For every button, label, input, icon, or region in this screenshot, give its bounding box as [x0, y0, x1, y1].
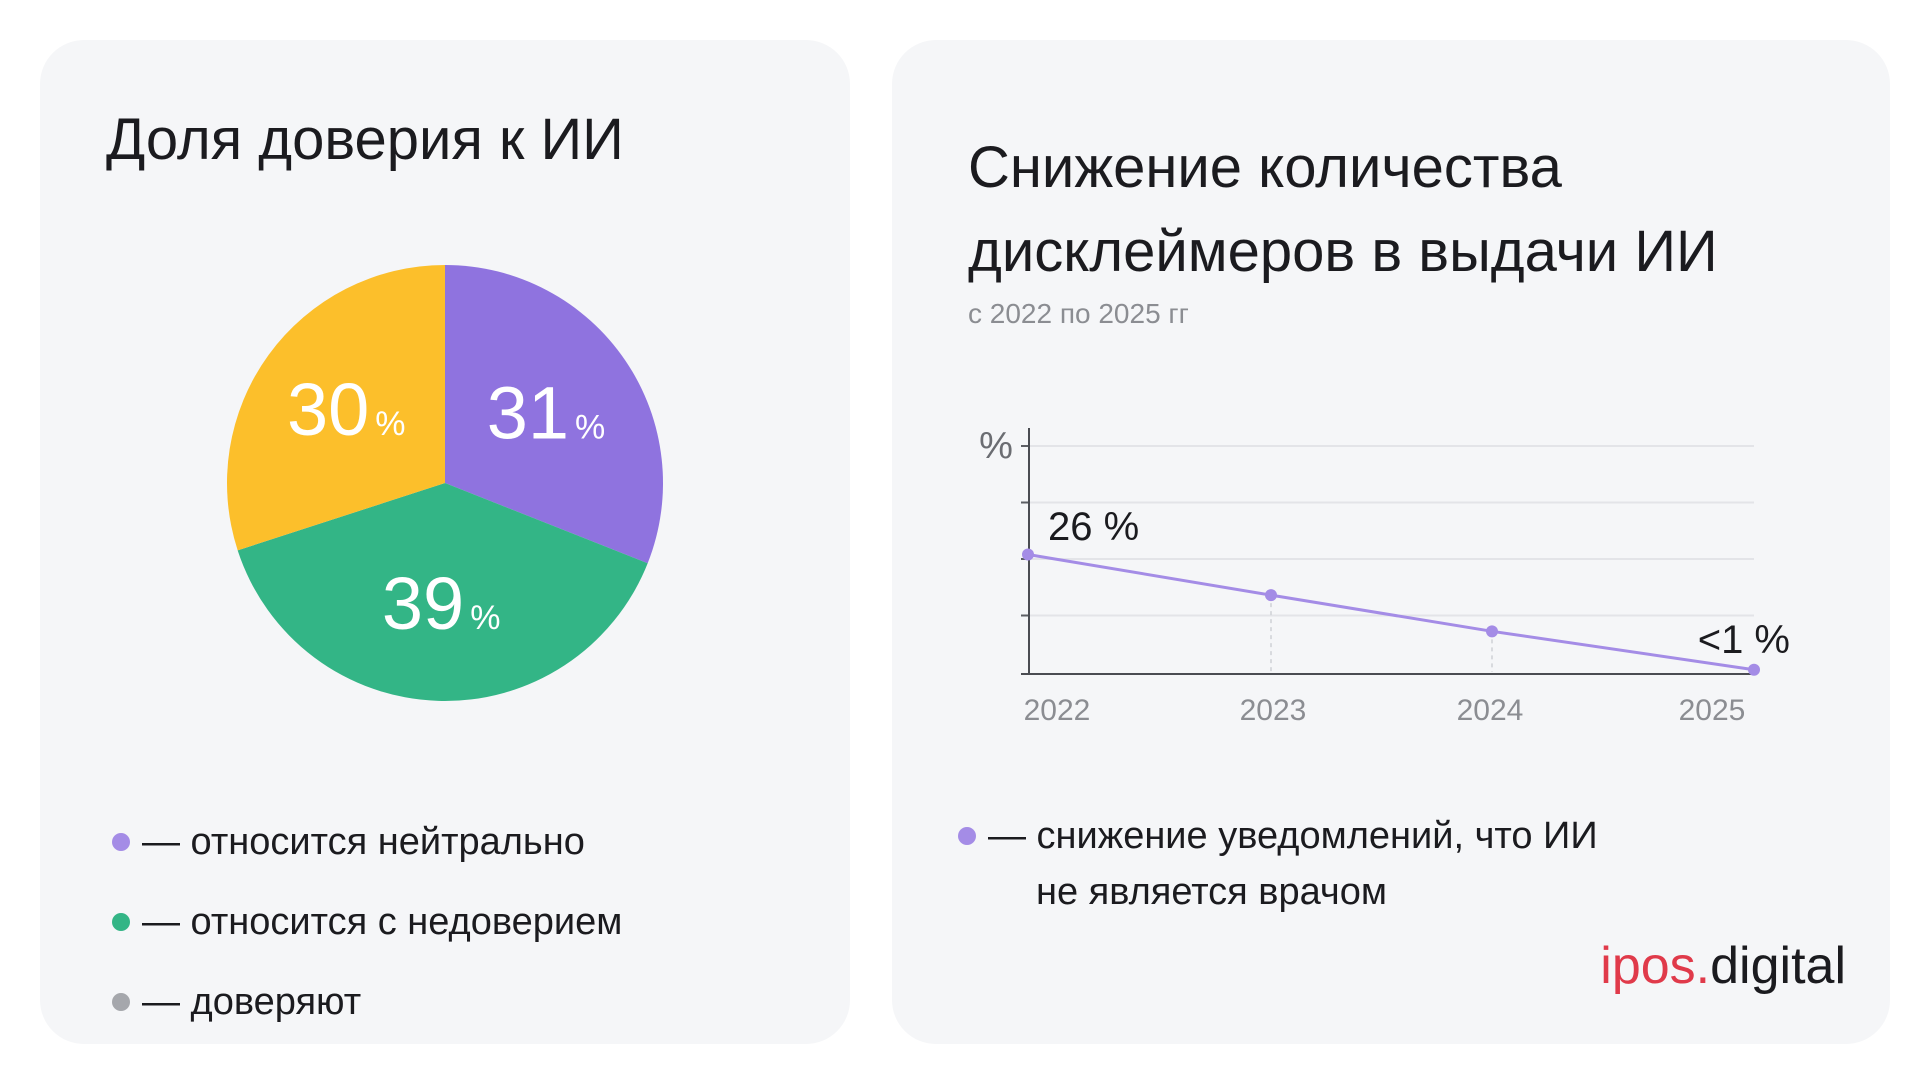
disclaimer-card: Снижение количества дисклеймеров в выдач…	[892, 40, 1890, 1044]
pie-chart-title: Доля доверия к ИИ	[106, 107, 624, 172]
brand-logo-part2: digital	[1710, 937, 1846, 995]
pie-legend-item: — относится с недоверием	[112, 882, 622, 962]
pie-legend-dot	[112, 913, 130, 931]
pie-slice-1	[445, 265, 663, 564]
x-tick-label: 2023	[1240, 694, 1307, 727]
data-point-2023	[1265, 589, 1277, 602]
annotation-2022: 26 %	[1048, 505, 1139, 549]
pie-legend-label: — относится нейтрально	[142, 820, 585, 863]
pie-label-2: 39%	[382, 562, 501, 645]
line-chart-title-line-2: дисклеймеров в выдачи ИИ	[968, 219, 1718, 284]
line-legend-dot	[958, 827, 976, 845]
pie-label-1: 31%	[487, 371, 606, 454]
line-legend-label-2: не является врачом	[1036, 871, 1387, 913]
line-legend-item: — снижение уведомлений, что ИИ не являет…	[958, 808, 1748, 920]
pie-legend: — относится нейтрально — относится с недо…	[112, 802, 622, 1042]
pie-chart: 31 % 39 % 30%	[227, 265, 663, 701]
x-tick-label: 2024	[1457, 694, 1524, 727]
trust-card: Доля доверия к ИИ 31% 39% 30% — относится …	[40, 40, 850, 1044]
series-line	[1027, 553, 1755, 672]
data-point-2024	[1486, 625, 1498, 638]
pie-legend-dot	[112, 993, 130, 1011]
pie-legend-label: — доверяют	[142, 980, 362, 1023]
y-axis-label: %	[979, 425, 1013, 467]
x-tick-label: 2025	[1679, 694, 1746, 727]
line-chart-subtitle: с 2022 по 2025 гг	[968, 298, 1189, 329]
brand-logo-part1: ipos.	[1600, 937, 1711, 995]
data-point-2022	[1022, 548, 1034, 561]
x-tick-label: 2022	[1024, 694, 1091, 727]
pie-label-3: 30%	[287, 368, 406, 451]
line-legend: — снижение уведомлений, что ИИ не являет…	[958, 808, 1748, 920]
pie-legend-label: — относится с недоверием	[142, 900, 623, 943]
pie-legend-item: — относится нейтрально	[112, 802, 622, 882]
pie-slice-3	[227, 265, 445, 551]
line-legend-label-1: — снижение уведомлений, что ИИ	[988, 815, 1598, 857]
pie-legend-item: — доверяют	[112, 962, 622, 1042]
line-chart: % 2022 2023 2024 2025 26 % <1 %	[979, 425, 1790, 727]
line-chart-title: Снижение количества дисклеймеров в выдач…	[968, 126, 1718, 294]
data-point-2025	[1748, 663, 1760, 676]
pie-legend-dot	[112, 833, 130, 851]
brand-logo: ipos.digital	[1600, 936, 1846, 996]
line-chart-title-line-1: Снижение количества	[968, 135, 1562, 200]
pie-slice-2	[237, 483, 648, 701]
annotation-2025: <1 %	[1698, 618, 1790, 662]
